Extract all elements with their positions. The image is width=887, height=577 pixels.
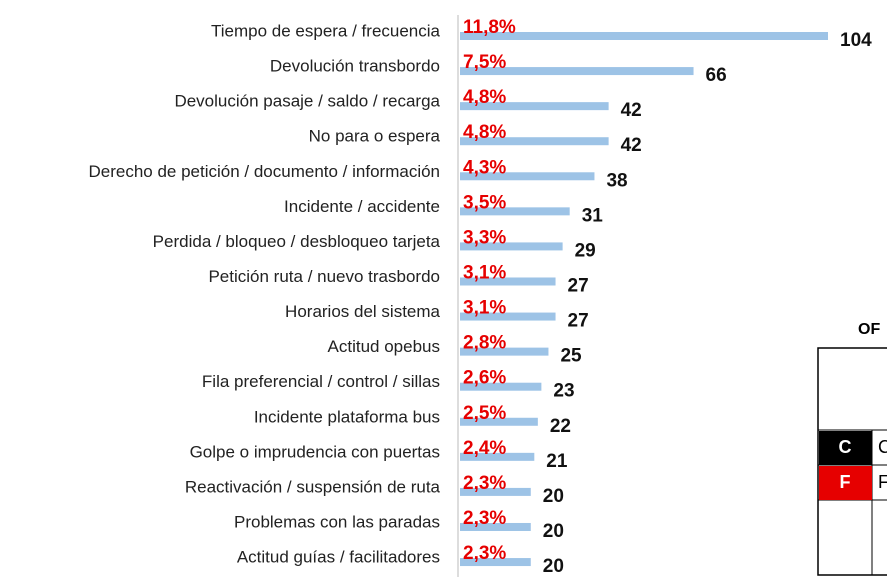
value-label: 104 — [840, 30, 872, 51]
value-label: 66 — [706, 65, 727, 86]
bar — [460, 487, 531, 496]
bar — [460, 558, 531, 567]
value-label: 22 — [550, 416, 571, 437]
value-label: 42 — [621, 135, 642, 156]
share-label: 11,8% — [463, 17, 516, 38]
value-label: 27 — [568, 311, 589, 332]
value-label: 20 — [543, 486, 564, 507]
bar — [460, 277, 556, 286]
category-label: No para o espera — [309, 127, 441, 146]
bar — [460, 347, 549, 356]
category-label: Devolución transbordo — [270, 57, 440, 76]
value-label: 20 — [543, 521, 564, 542]
bar — [460, 452, 535, 461]
category-label: Devolución pasaje / saldo / recarga — [174, 92, 440, 111]
value-label: 29 — [575, 240, 596, 261]
share-label: 2,4% — [463, 438, 506, 459]
value-label: 20 — [543, 556, 564, 577]
table-cell — [819, 431, 872, 465]
bar — [460, 67, 694, 76]
table-title: OF — [858, 321, 880, 338]
table-cell-text: C — [878, 437, 887, 457]
share-label: 3,1% — [463, 298, 506, 319]
table-frame — [817, 347, 887, 576]
bar — [460, 242, 563, 251]
share-label: 2,8% — [463, 333, 506, 354]
share-label: 4,8% — [463, 87, 506, 108]
bar — [460, 522, 531, 531]
share-label: 2,3% — [463, 508, 506, 529]
value-label: 31 — [582, 205, 604, 226]
category-label: Incidente / accidente — [284, 197, 440, 216]
value-label: 21 — [546, 451, 568, 472]
share-label: 3,1% — [463, 263, 506, 284]
table-cell-text: F — [878, 472, 887, 492]
category-label: Actitud guías / facilitadores — [237, 548, 440, 567]
category-label: Reactivación / suspensión de ruta — [185, 477, 441, 496]
category-label: Problemas con las paradas — [234, 512, 440, 531]
bar — [460, 417, 538, 426]
share-label: 3,3% — [463, 227, 506, 248]
value-label: 38 — [606, 170, 627, 191]
share-label: 3,5% — [463, 192, 506, 213]
table-cell-text: C — [839, 437, 852, 457]
bar — [460, 137, 609, 146]
category-label: Derecho de petición / documento / inform… — [88, 162, 440, 181]
share-label: 2,6% — [463, 368, 506, 389]
category-label: Tiempo de espera / frecuencia — [211, 21, 441, 40]
share-label: 2,5% — [463, 403, 506, 424]
share-label: 2,3% — [463, 543, 506, 564]
value-label: 27 — [568, 276, 589, 297]
share-label: 4,8% — [463, 122, 506, 143]
category-label: Perdida / bloqueo / desbloqueo tarjeta — [153, 232, 441, 251]
share-label: 2,3% — [463, 473, 506, 494]
share-label: 7,5% — [463, 52, 506, 73]
table-cell-text: F — [840, 472, 851, 492]
category-label: Petición ruta / nuevo trasbordo — [208, 267, 440, 286]
category-label: Actitud opebus — [328, 337, 440, 356]
bar — [460, 207, 570, 216]
bar — [460, 32, 828, 40]
bar — [460, 382, 542, 391]
category-label: Fila preferencial / control / sillas — [202, 372, 440, 391]
share-label: 4,3% — [463, 157, 506, 178]
category-label: Incidente plataforma bus — [254, 407, 440, 426]
bar — [460, 102, 609, 111]
category-label: Golpe o imprudencia con puertas — [190, 442, 440, 461]
table-cell — [819, 466, 872, 500]
value-label: 42 — [621, 100, 642, 121]
value-label: 23 — [553, 381, 574, 402]
bar — [460, 172, 595, 181]
category-label: Horarios del sistema — [285, 302, 440, 321]
value-label: 25 — [560, 346, 582, 367]
bar — [460, 312, 556, 321]
